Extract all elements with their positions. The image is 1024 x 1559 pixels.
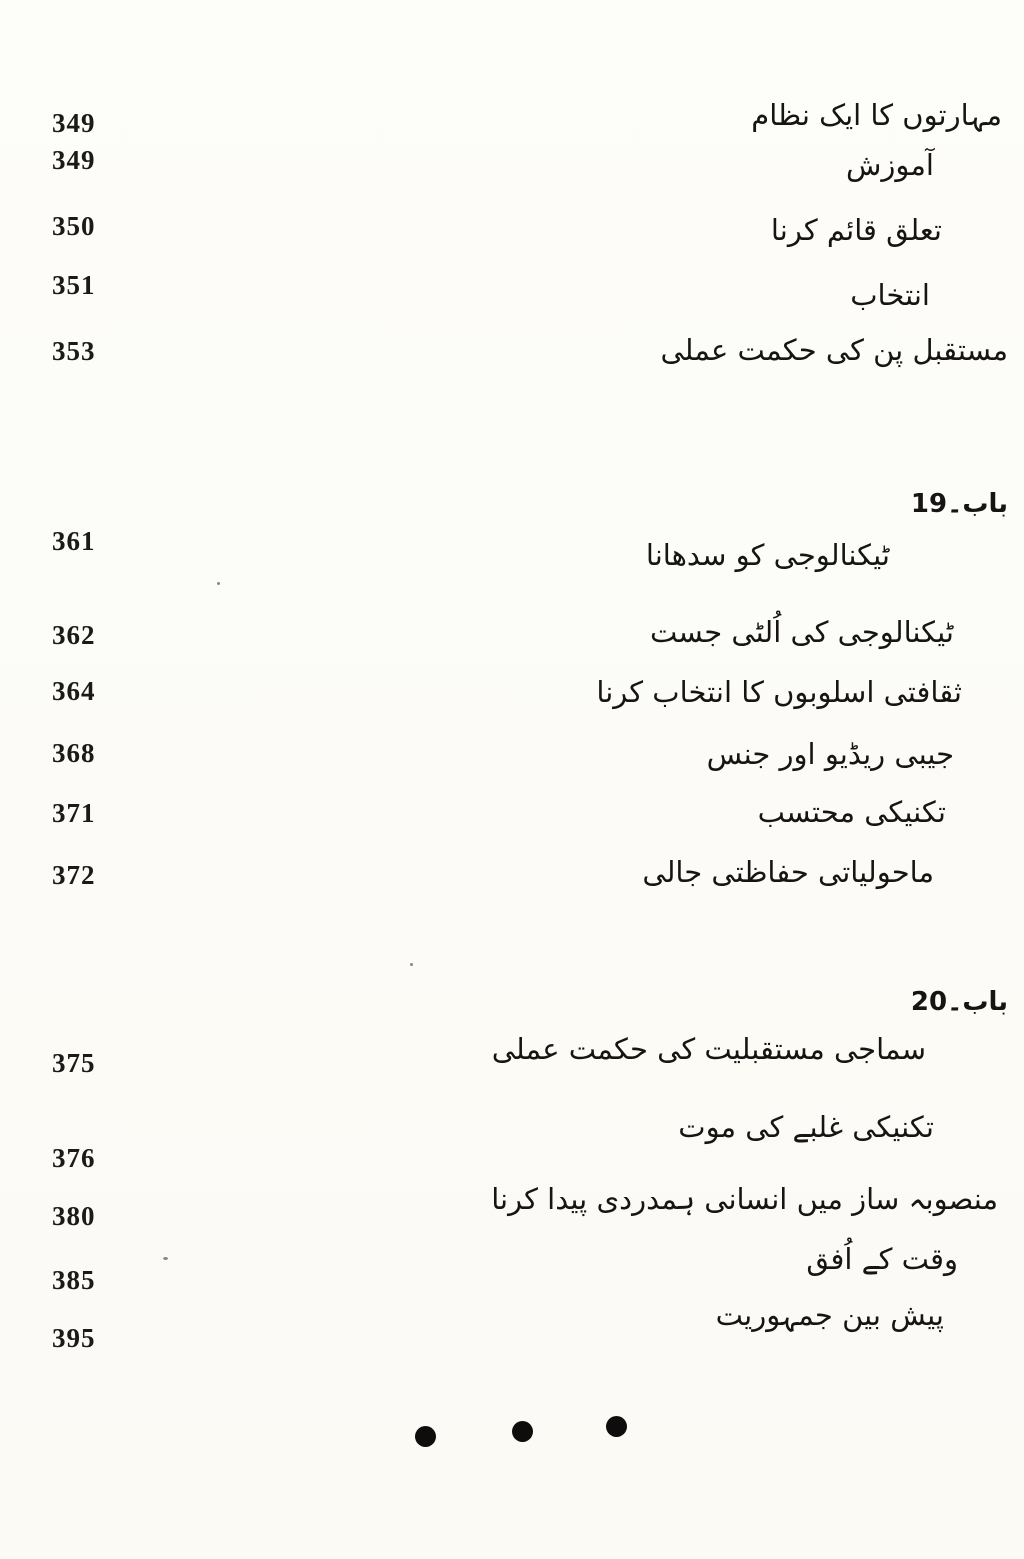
toc-entry-title: تکنیکی محتسب: [757, 795, 946, 829]
page-number: 353: [52, 336, 96, 366]
toc-entry-title: منصوبہ ساز میں انسانی ہمدردی پیدا کرنا: [491, 1182, 998, 1216]
toc-entry-title: تکنیکی غلبے کی موت: [678, 1110, 934, 1144]
toc-entry-title: جیبی ریڈیو اور جنس: [706, 737, 954, 771]
chapter-label: باب۔20: [910, 987, 1008, 1017]
scan-speck: [163, 1257, 168, 1260]
page-number: 385: [52, 1265, 96, 1295]
section-end-dot-icon: [415, 1426, 436, 1447]
page-number: 371: [52, 798, 96, 828]
page-number: 368: [52, 738, 96, 768]
chapter-title: ٹیکنالوجی کو سدھانا: [645, 538, 890, 572]
page-number: 376: [52, 1143, 96, 1173]
section-end-dot-icon: [512, 1421, 533, 1442]
page-number: 350: [52, 211, 96, 241]
page-number: 349: [52, 145, 96, 175]
toc-entry-title: مستقبل پن کی حکمت عملی: [660, 333, 1008, 367]
toc-entry-title: ماحولیاتی حفاظتی جالی: [642, 855, 934, 889]
page-number: 380: [52, 1201, 96, 1231]
chapter-label: باب۔19: [910, 489, 1008, 519]
page-number: 372: [52, 860, 96, 890]
page-number: 349: [52, 108, 96, 138]
toc-entry-title: ثقافتی اسلوبوں کا انتخاب کرنا: [596, 675, 962, 709]
scan-speck: [217, 582, 220, 585]
section-end-dot-icon: [606, 1416, 627, 1437]
toc-entry-title: آموزش: [846, 148, 934, 182]
toc-entry-title: تعلق قائم کرنا: [770, 213, 942, 247]
page-number: 351: [52, 270, 96, 300]
page-number: 362: [52, 620, 96, 650]
page-number: 395: [52, 1323, 96, 1353]
page-number: 375: [52, 1048, 96, 1078]
scan-speck: [410, 963, 413, 966]
toc-entry-title: وقت کے اُفق: [806, 1242, 958, 1276]
page-number: 361: [52, 526, 96, 556]
chapter-title: سماجی مستقبلیت کی حکمت عملی: [491, 1032, 926, 1066]
toc-entry-title: ٹیکنالوجی کی اُلٹی جست: [649, 615, 954, 649]
toc-entry-title: پیش بین جمہوریت: [715, 1298, 944, 1332]
toc-entry-title: انتخاب: [850, 278, 930, 312]
toc-entry-title: مہارتوں کا ایک نظام: [751, 98, 1002, 132]
page-number: 364: [52, 676, 96, 706]
